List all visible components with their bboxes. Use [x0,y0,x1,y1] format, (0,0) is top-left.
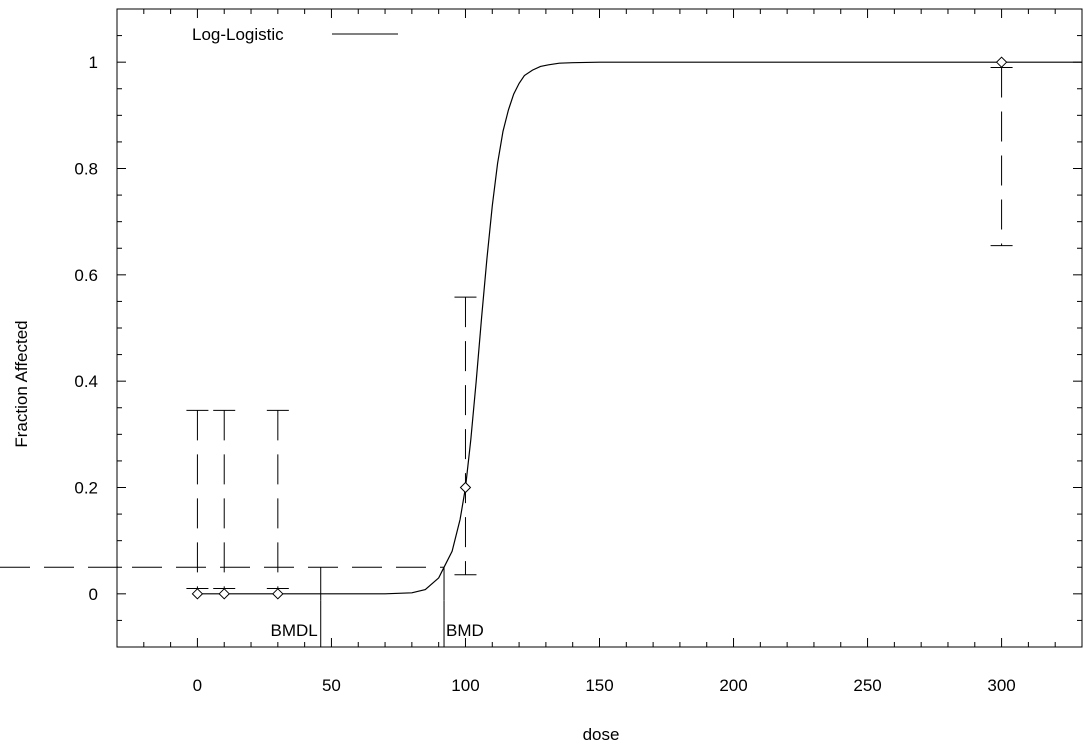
x-tick-label: 50 [322,676,341,695]
y-tick-label: 0.2 [74,479,98,498]
x-tick-label: 250 [853,676,881,695]
x-tick-label: 200 [719,676,747,695]
model-curve-log-logistic [197,61,1082,595]
model-curves [197,61,1082,595]
y-tick-label: 0.4 [74,372,98,391]
y-tick-label: 0 [89,585,98,604]
legend: Log-Logistic [192,25,398,44]
observation-diamond [218,588,230,600]
x-tick-label: 0 [193,676,202,695]
observation-diamond [459,481,472,494]
error-bars [186,66,1013,590]
bmd-markers [320,567,445,647]
x-tick-label: 300 [987,676,1015,695]
plot-frame [116,8,1083,648]
x-tick-label: 100 [451,676,479,695]
x-axis-label: dose [583,725,620,744]
observation-diamond [272,588,284,600]
bmdl-label: BMDL [270,621,317,640]
y-axis-label: Fraction Affected [12,320,31,447]
legend-label: Log-Logistic [192,25,284,44]
observation-diamond [995,56,1008,68]
observation-points [191,56,1008,600]
y-tick-label: 1 [89,53,98,72]
x-tick-label: 150 [585,676,613,695]
y-tick-label: 0.8 [74,160,98,179]
axis-ticks [117,8,1082,648]
y-tick-label: 0.6 [74,266,98,285]
plot-border [116,8,1083,648]
observation-diamond [191,588,204,600]
axis-tick-labels: 0 50 100 150 200 250 300 0 0.2 0.4 0.6 0.8 1 [74,53,1015,695]
bmd-label: BMD [446,621,484,640]
